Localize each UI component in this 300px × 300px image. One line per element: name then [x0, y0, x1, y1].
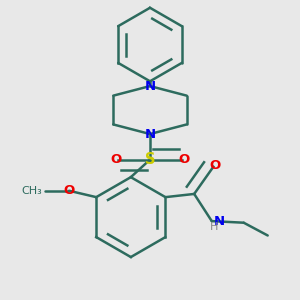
Text: CH₃: CH₃ [21, 186, 42, 196]
Text: N: N [214, 214, 225, 228]
Text: O: O [63, 184, 75, 197]
Text: O: O [209, 159, 220, 172]
Text: O: O [111, 153, 122, 166]
Text: O: O [178, 153, 189, 166]
Text: S: S [145, 152, 155, 167]
Text: N: N [144, 128, 156, 140]
Text: N: N [144, 80, 156, 93]
Text: H: H [209, 222, 218, 232]
